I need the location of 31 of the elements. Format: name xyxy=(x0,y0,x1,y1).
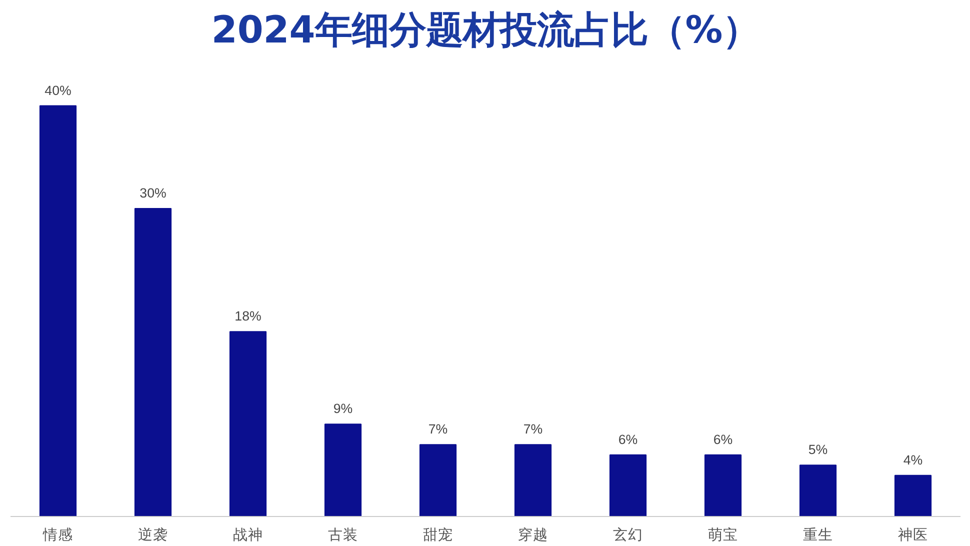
bar xyxy=(419,444,457,516)
data-label: 30% xyxy=(140,185,166,200)
bar xyxy=(229,331,267,516)
data-label: 7% xyxy=(428,422,448,437)
x-tick-label: 古装 xyxy=(328,526,358,544)
bar xyxy=(324,424,362,516)
data-label: 18% xyxy=(234,308,262,324)
chart-title: 2024年细分题材投流占比（%） xyxy=(211,8,760,52)
data-label: 6% xyxy=(713,432,733,447)
x-tick-label: 萌宝 xyxy=(708,526,738,544)
bar xyxy=(609,454,647,516)
x-tick-label: 穿越 xyxy=(518,526,548,544)
bar xyxy=(799,464,837,516)
data-label: 5% xyxy=(808,442,828,458)
bar xyxy=(894,474,932,516)
x-tick-label: 战神 xyxy=(233,526,263,544)
bar xyxy=(704,454,742,516)
x-tick-label: 情感 xyxy=(42,526,73,544)
data-label: 9% xyxy=(333,401,353,416)
bar xyxy=(514,444,552,516)
x-tick-label: 神医 xyxy=(898,526,928,544)
data-label: 6% xyxy=(618,432,638,447)
x-tick-label: 甜宠 xyxy=(423,526,453,544)
data-label: 40% xyxy=(44,82,72,98)
data-label: 7% xyxy=(523,422,543,437)
x-tick-label: 玄幻 xyxy=(613,526,643,544)
data-label: 4% xyxy=(903,452,923,468)
bar xyxy=(39,105,77,516)
bar xyxy=(134,208,172,516)
x-tick-label: 重生 xyxy=(803,526,833,544)
x-tick-label: 逆袭 xyxy=(138,526,168,544)
